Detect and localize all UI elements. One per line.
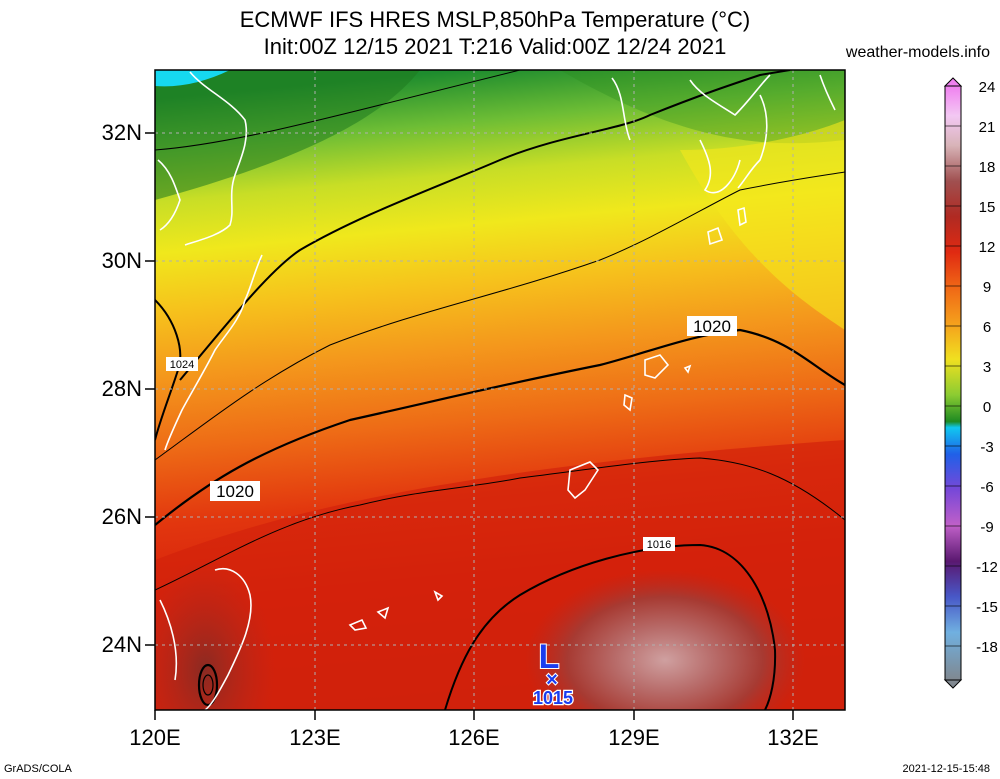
- lon-label-129e: 129E: [608, 725, 660, 750]
- lon-label-126e: 126E: [448, 725, 500, 750]
- lat-label-32n: 32N: [101, 120, 142, 145]
- lon-label-123e: 123E: [289, 725, 341, 750]
- site-credit: weather-models.info: [845, 44, 990, 61]
- colorbar-label: 15: [978, 199, 996, 216]
- low-pressure-value: 1015: [533, 688, 573, 708]
- colorbar-label: 18: [978, 159, 996, 176]
- timestamp: 2021-12-15-15:48: [902, 763, 990, 775]
- lat-label-24n: 24N: [101, 632, 142, 657]
- low-symbol: L: [539, 638, 560, 676]
- low-center-marker: ×: [546, 669, 558, 691]
- lat-label-26n: 26N: [101, 504, 142, 529]
- colorbar-label: -18: [976, 639, 998, 656]
- grads-credit: GrADS/COLA: [4, 763, 72, 775]
- isobar-labels: 1024 1020 1020 1016: [166, 316, 737, 551]
- colorbar-label: 24: [978, 79, 996, 96]
- isobar-label-1020-east: 1020: [693, 317, 731, 336]
- isobar-label-1020-west: 1020: [216, 482, 254, 501]
- map-frame: [154, 69, 846, 711]
- colorbar-label: -6: [980, 479, 994, 496]
- colorbar-label: -12: [976, 559, 998, 576]
- map-subtitle: Init:00Z 12/15 2021 T:216 Valid:00Z 12/2…: [263, 34, 727, 59]
- colorbar-label: 9: [982, 279, 992, 296]
- isobar-label-1024: 1024: [170, 359, 194, 371]
- colorbar-label: -15: [976, 599, 998, 616]
- colorbar-label: -3: [980, 439, 994, 456]
- coastlines: [157, 71, 836, 710]
- lat-label-28n: 28N: [101, 376, 142, 401]
- lon-label-132e: 132E: [767, 725, 819, 750]
- colorbar-label: 6: [982, 319, 992, 336]
- colorbar-label: 0: [982, 399, 992, 416]
- low-pressure-marker: L × 1015: [532, 637, 575, 709]
- colorbar-label: 3: [982, 359, 992, 376]
- lat-label-30n: 30N: [101, 248, 142, 273]
- map-title: ECMWF IFS HRES MSLP,850hPa Temperature (…: [239, 7, 751, 32]
- colorbar-label: 21: [978, 119, 996, 136]
- lon-label-120e: 120E: [129, 725, 181, 750]
- colorbar-label: 12: [978, 239, 996, 256]
- map-grid: [155, 70, 845, 710]
- temperature-field: [155, 70, 845, 710]
- colorbar: [943, 77, 963, 689]
- isobar-label-1016: 1016: [647, 539, 671, 551]
- colorbar-label: -9: [980, 519, 994, 536]
